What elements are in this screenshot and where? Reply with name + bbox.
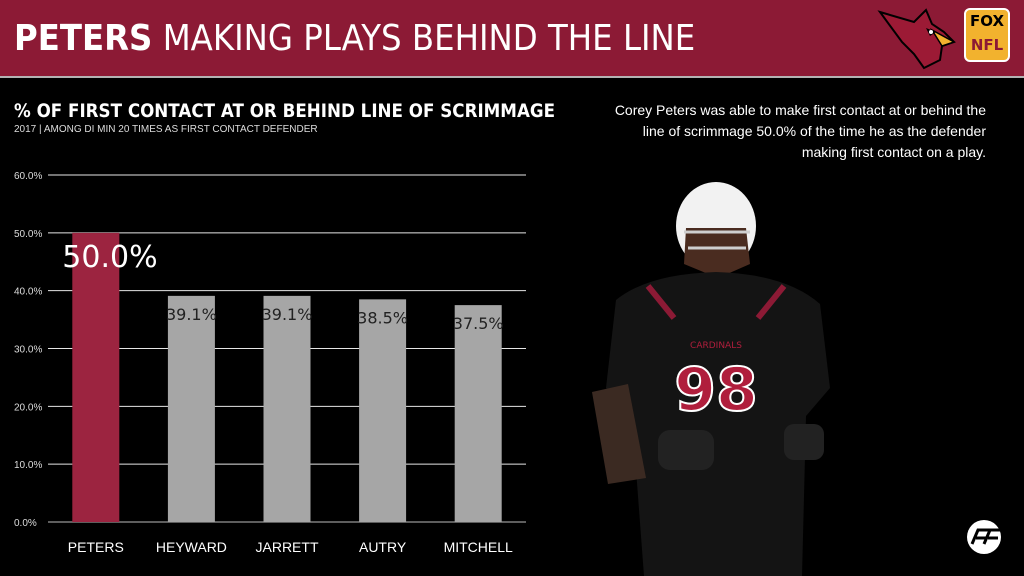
y-tick-label: 30.0% (14, 345, 42, 356)
bar (263, 295, 311, 522)
data-label: 39.1% (262, 305, 313, 324)
bar-chart: 0.0% 10.0% 20.0% 30.0% 40.0% 50.0% 60.0% 50.0% P… (14, 171, 526, 555)
player-description: Corey Peters was able to make first cont… (614, 102, 986, 160)
bar (359, 299, 407, 522)
right-glove-icon (784, 424, 824, 460)
x-tick-label: PETERS (68, 539, 124, 555)
data-label: 38.5% (357, 308, 408, 327)
fox-wordmark: FOX (969, 12, 1005, 30)
chart-subtitle: 2017 | AMONG DI MIN 20 TIMES AS FIRST CO… (14, 124, 318, 135)
bar (454, 305, 502, 522)
headline: PETERS MAKING PLAYS BEHIND THE LINE (14, 16, 695, 62)
x-tick-label: JARRETT (256, 539, 319, 555)
header-banner (0, 0, 1024, 76)
headline-text: MAKING PLAYS BEHIND THE LINE (162, 18, 696, 59)
data-label: 37.5% (453, 314, 504, 333)
data-label: 39.1% (166, 305, 217, 324)
jersey-number: 98 (674, 355, 758, 425)
data-label: 50.0% (62, 240, 157, 275)
header-divider (0, 76, 1024, 78)
x-tick-label: AUTRY (359, 539, 407, 555)
bar (167, 295, 215, 522)
y-tick-label: 10.0% (14, 460, 42, 471)
chart-title: % OF FIRST CONTACT AT OR BEHIND LINE OF … (14, 100, 556, 122)
y-tick-label: 20.0% (14, 402, 42, 413)
pff-logo-icon (967, 520, 1001, 554)
x-tick-label: HEYWARD (156, 539, 227, 555)
y-tick-label: 60.0% (14, 171, 42, 182)
player-photo: 98 CARDINALS (592, 182, 830, 576)
left-glove-icon (658, 430, 714, 470)
fox-nfl-logo-icon: FOX NFL (964, 8, 1010, 62)
y-tick-label: 50.0% (14, 229, 42, 240)
nfl-wordmark: NFL (970, 36, 1004, 54)
bar (72, 232, 120, 522)
cardinals-logo-icon (877, 8, 956, 70)
y-tick-label: 0.0% (14, 518, 37, 529)
headline-player-name: PETERS (14, 18, 153, 59)
x-tick-label: MITCHELL (444, 539, 513, 555)
y-tick-label: 40.0% (14, 287, 42, 298)
jersey-wordmark: CARDINALS (690, 341, 742, 351)
